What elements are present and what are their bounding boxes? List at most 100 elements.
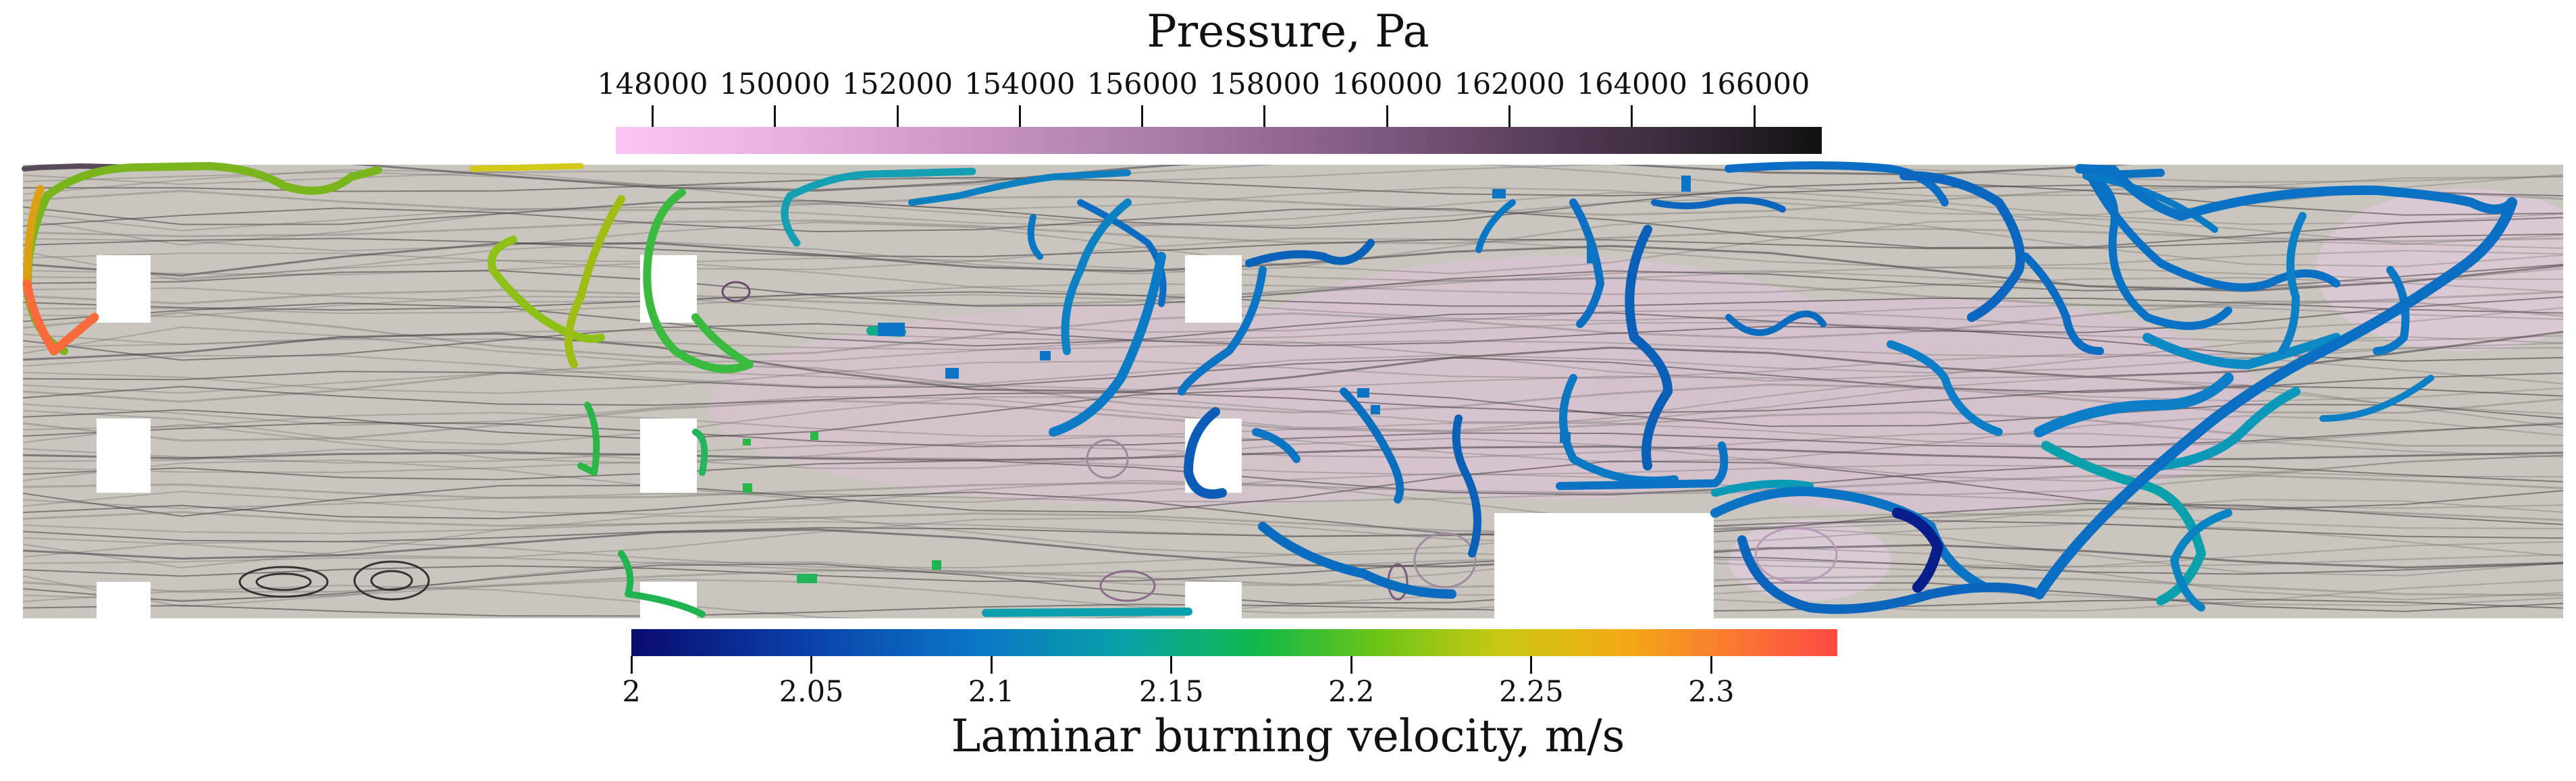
flame-front [1452,414,1481,558]
flame-front [2143,333,2341,369]
flame-speck [1040,351,1051,360]
flame-front [781,167,976,247]
flame-front [1077,199,1167,307]
streamline [23,296,2563,347]
flame-fronts [22,161,2517,618]
streamline [23,507,2563,535]
streamline [23,460,2563,517]
streamline [23,517,2563,559]
tick-label: 148000 [597,68,708,101]
flame-front [2082,165,2340,292]
flame-speck [945,368,959,379]
tick-label: 154000 [964,68,1076,101]
streamline [23,520,2563,543]
flame-front [2041,441,2206,605]
streamline [23,569,2563,597]
tick-label: 162000 [1454,68,1565,101]
streamline [23,331,2563,393]
flame-front [1887,340,2003,436]
vortex [255,572,312,591]
flame-front [1710,487,1990,592]
flame-front [2083,172,2218,233]
tick-mark [1386,105,1388,127]
streamline [23,578,2563,614]
streamlines [23,165,2563,618]
obstacle-block [97,582,151,618]
tick-mark [1530,656,1533,674]
flame-front [1559,374,1679,485]
streamline [23,263,2563,307]
flame-speck [810,432,818,440]
pressure-colorbar [616,127,1822,154]
velocity-colorbar [631,629,1837,656]
vortex [721,281,751,302]
flame-front [2034,197,2517,599]
flame-front [469,163,584,172]
tick-mark [1170,656,1173,674]
tick-mark [651,105,654,127]
streamline [23,554,2563,574]
flame-front [643,188,754,373]
obstacle-block [97,255,151,323]
flame-front [2075,164,2517,221]
streamline [23,277,2563,303]
streamline [23,598,2563,617]
flame-front [22,279,99,356]
flame-front [564,195,625,369]
flame-front [1184,407,1227,499]
streamline [23,556,2563,583]
flame-front [2022,252,2104,355]
pressure-title: Pressure, Pa [1147,5,1429,57]
streamline [23,295,2563,333]
flame-front [1178,266,1267,396]
flame-speck [1371,405,1380,414]
flame-specks [743,176,1691,583]
flame-front [23,185,45,294]
flame-speck [1560,432,1571,443]
flame-front [1475,199,1516,253]
flame-front [2156,387,2301,470]
flame-speck [743,483,752,493]
streamline [23,238,2563,271]
flame-front [1252,428,1300,463]
streamline [23,421,2563,448]
streamline [23,291,2563,314]
flame-speck [878,323,905,336]
vortex [1754,527,1838,583]
streamline [23,540,2563,571]
obstacle-block [1494,513,1714,618]
streamline [23,190,2563,232]
streamline [23,563,2563,612]
flame-front [488,236,605,343]
flame-front [618,550,706,618]
flame-front [577,402,600,476]
streamline [23,385,2563,414]
streamline [23,399,2563,447]
flame-front [2373,266,2410,355]
streamline [23,242,2563,292]
obstacle-block [640,419,697,493]
streamline [23,515,2563,576]
streamline [23,388,2563,440]
streamline [23,323,2563,362]
streamline [23,479,2563,530]
tick-label: 166000 [1699,68,1810,101]
tick-mark [1141,105,1144,127]
tick-label: 156000 [1086,68,1198,101]
velocity-title: Laminar burning velocity, m/s [951,710,1625,762]
flame-speck [1681,176,1691,192]
streamline [23,215,2563,281]
flame-front [2034,373,2234,437]
flame-front [1569,198,1604,328]
streamline [23,460,2563,496]
streamline [23,491,2563,510]
tick-label: 2.3 [1688,675,1735,709]
tick-label: 2.25 [1498,675,1564,709]
vortex [1099,570,1156,602]
streamline [23,219,2563,244]
flame-front [1027,214,1043,260]
vortex [1086,439,1129,479]
flame-front [1340,387,1404,504]
tick-label: 2.05 [779,675,844,709]
streamline [23,176,2563,197]
